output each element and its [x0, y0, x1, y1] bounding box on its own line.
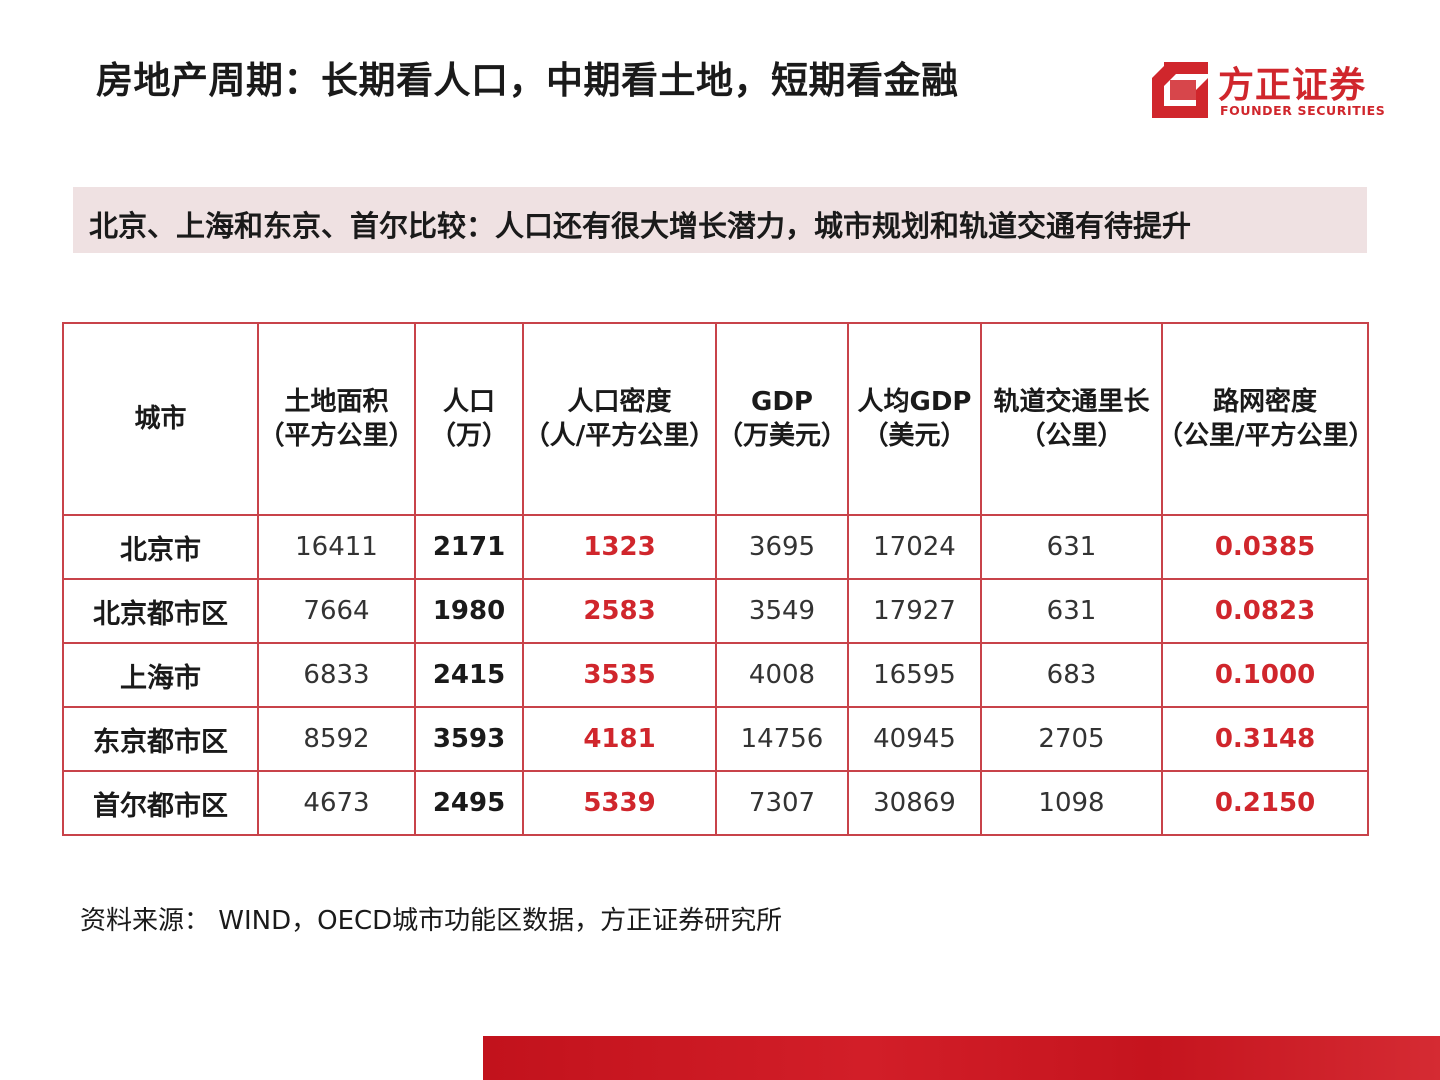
header-road-density: 路网密度 （公里/平方公里）	[1161, 322, 1369, 516]
city-name-cell: 东京都市区	[62, 706, 259, 772]
subtitle-text: 北京、上海和东京、首尔比较：人口还有很大增长潜力，城市规划和轨道交通有待提升	[89, 209, 1192, 243]
population-density-cell: 4181	[522, 706, 717, 772]
table-row: 北京市 16411 2171 1323 3695 17024 631 0.038…	[62, 514, 1369, 580]
population-cell: 2495	[414, 770, 524, 836]
table-header-row: 城市 土地面积 （平方公里） 人口 （万） 人口密度 （人/平方公里） GDP （万美元…	[62, 322, 1369, 516]
population-density-cell: 2583	[522, 578, 717, 644]
table-row: 上海市 6833 2415 3535 4008 16595 683 0.1000	[62, 642, 1369, 708]
table-row: 北京都市区 7664 1980 2583 3549 17927 631 0.08…	[62, 578, 1369, 644]
land-area-cell: 8592	[257, 706, 416, 772]
source-note: 资料来源： WIND，OECD城市功能区数据，方正证券研究所	[80, 906, 783, 936]
company-logo: 方正证券 FOUNDER SECURITIES	[1150, 56, 1390, 120]
road-density-cell: 0.0385	[1161, 514, 1369, 580]
header-gdp-per-capita: 人均GDP （美元）	[847, 322, 982, 516]
population-cell: 1980	[414, 578, 524, 644]
land-area-cell: 6833	[257, 642, 416, 708]
gdp-cell: 7307	[715, 770, 849, 836]
population-density-cell: 5339	[522, 770, 717, 836]
gdp-cell: 3549	[715, 578, 849, 644]
gdp-per-capita-cell: 30869	[847, 770, 982, 836]
header-city: 城市	[62, 322, 259, 516]
logo-name-en: FOUNDER SECURITIES	[1220, 103, 1386, 118]
road-density-cell: 0.1000	[1161, 642, 1369, 708]
gdp-per-capita-cell: 17024	[847, 514, 982, 580]
land-area-cell: 16411	[257, 514, 416, 580]
rail-length-cell: 2705	[980, 706, 1163, 772]
logo-name-cn: 方正证券	[1218, 65, 1367, 106]
land-area-cell: 4673	[257, 770, 416, 836]
gdp-cell: 3695	[715, 514, 849, 580]
table-row: 东京都市区 8592 3593 4181 14756 40945 2705 0.…	[62, 706, 1369, 772]
subtitle-banner: 北京、上海和东京、首尔比较：人口还有很大增长潜力，城市规划和轨道交通有待提升	[73, 187, 1367, 253]
city-name-cell: 北京都市区	[62, 578, 259, 644]
founder-logo-icon	[1152, 62, 1208, 118]
population-cell: 3593	[414, 706, 524, 772]
footer-bar	[483, 1036, 1440, 1080]
page-title: 房地产周期：长期看人口，中期看土地，短期看金融	[96, 59, 959, 102]
road-density-cell: 0.0823	[1161, 578, 1369, 644]
gdp-per-capita-cell: 40945	[847, 706, 982, 772]
land-area-cell: 7664	[257, 578, 416, 644]
header-gdp: GDP （万美元）	[715, 322, 849, 516]
gdp-per-capita-cell: 17927	[847, 578, 982, 644]
rail-length-cell: 1098	[980, 770, 1163, 836]
gdp-per-capita-cell: 16595	[847, 642, 982, 708]
city-comparison-table: 城市 土地面积 （平方公里） 人口 （万） 人口密度 （人/平方公里） GDP （万美元…	[62, 322, 1369, 836]
gdp-cell: 4008	[715, 642, 849, 708]
rail-length-cell: 631	[980, 578, 1163, 644]
city-name-cell: 首尔都市区	[62, 770, 259, 836]
city-name-cell: 上海市	[62, 642, 259, 708]
road-density-cell: 0.3148	[1161, 706, 1369, 772]
population-cell: 2171	[414, 514, 524, 580]
city-name-cell: 北京市	[62, 514, 259, 580]
header-population-density: 人口密度 （人/平方公里）	[522, 322, 717, 516]
header-land-area: 土地面积 （平方公里）	[257, 322, 416, 516]
rail-length-cell: 631	[980, 514, 1163, 580]
table-row: 首尔都市区 4673 2495 5339 7307 30869 1098 0.2…	[62, 770, 1369, 836]
population-density-cell: 1323	[522, 514, 717, 580]
header-rail-length: 轨道交通里长 （公里）	[980, 322, 1163, 516]
gdp-cell: 14756	[715, 706, 849, 772]
road-density-cell: 0.2150	[1161, 770, 1369, 836]
rail-length-cell: 683	[980, 642, 1163, 708]
population-cell: 2415	[414, 642, 524, 708]
population-density-cell: 3535	[522, 642, 717, 708]
header-population: 人口 （万）	[414, 322, 524, 516]
